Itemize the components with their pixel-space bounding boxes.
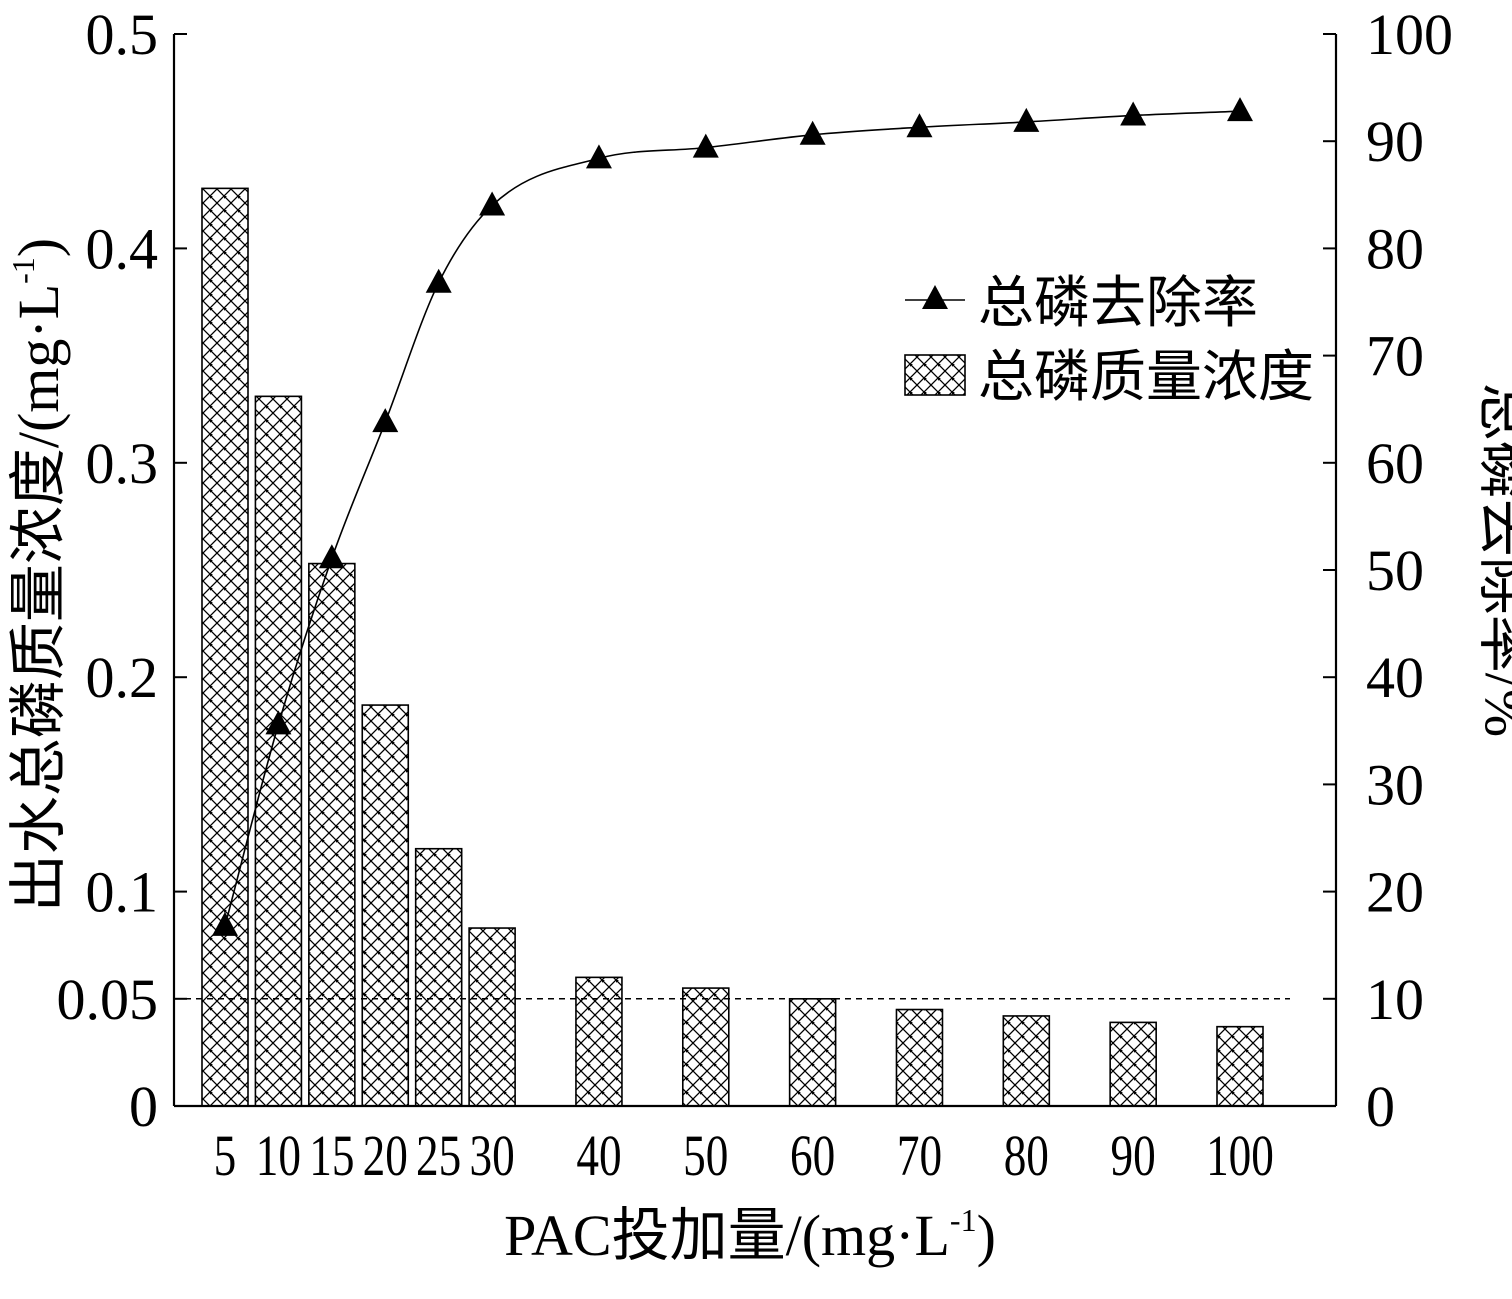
legend-label-line: 总磷去除率 xyxy=(978,273,1258,335)
point-30 xyxy=(479,191,506,216)
point-50 xyxy=(692,133,719,158)
bar-20 xyxy=(361,704,410,1107)
point-10 xyxy=(265,710,292,735)
left-axis-ticks: 0 0.05 0.1 0.2 0.3 0.4 0.5 xyxy=(57,2,187,1139)
x-tick-label: 15 xyxy=(309,1125,354,1189)
right-tick-label: 70 xyxy=(1366,324,1424,389)
x-tick-label: 40 xyxy=(576,1125,621,1189)
bar-70 xyxy=(895,1008,944,1107)
removal-rate-line xyxy=(224,110,1241,927)
bar-25 xyxy=(414,847,463,1107)
point-90 xyxy=(1120,101,1147,126)
right-tick-label: 50 xyxy=(1366,538,1424,603)
right-tick-label: 80 xyxy=(1366,216,1424,281)
left-tick-label: 0.5 xyxy=(86,2,159,67)
x-tick-label: 20 xyxy=(363,1125,408,1189)
right-tick-label: 60 xyxy=(1366,431,1424,496)
bar-40 xyxy=(575,976,623,1107)
x-tick-label: 90 xyxy=(1111,1125,1156,1189)
point-80 xyxy=(1013,107,1040,132)
x-tick-label: 50 xyxy=(683,1125,728,1189)
right-tick-label: 90 xyxy=(1366,109,1424,174)
right-tick-label: 10 xyxy=(1366,967,1424,1032)
legend-item-bar: 总磷质量浓度 xyxy=(904,347,1314,409)
line-series xyxy=(212,97,1253,936)
x-tick-label: 80 xyxy=(1004,1125,1049,1189)
point-5 xyxy=(212,911,238,936)
bar-5 xyxy=(201,187,249,1107)
left-tick-label: 0 xyxy=(129,1074,158,1139)
left-tick-label: 0.3 xyxy=(86,431,159,496)
bar-90 xyxy=(1109,1021,1157,1107)
point-100 xyxy=(1227,97,1253,122)
x-tick-label: 100 xyxy=(1206,1125,1274,1189)
x-tick-label: 5 xyxy=(214,1125,237,1189)
right-axis-ticks: 0 10 20 30 40 50 60 70 80 90 100 xyxy=(1323,2,1453,1139)
bar-15 xyxy=(308,562,356,1107)
point-15 xyxy=(318,544,345,569)
bar-50 xyxy=(681,987,730,1107)
left-tick-label: 0.4 xyxy=(86,216,159,281)
point-20 xyxy=(372,408,399,433)
bar-100 xyxy=(1216,1025,1264,1107)
right-tick-label: 20 xyxy=(1366,860,1424,925)
left-tick-label: 0.05 xyxy=(57,967,159,1032)
x-tick-label: 70 xyxy=(897,1125,942,1189)
left-axis-label: 出水总磷质量浓度/(mg·L-1) xyxy=(5,238,71,912)
left-tick-label: 0.1 xyxy=(86,860,159,925)
point-40 xyxy=(585,144,612,169)
point-70 xyxy=(906,113,933,138)
x-axis-ticks: 5 10 15 20 25 30 40 50 60 70 80 90 100 xyxy=(214,1125,1274,1189)
right-tick-label: 0 xyxy=(1366,1074,1395,1139)
point-60 xyxy=(799,120,826,145)
x-axis-label: PAC投加量/(mg·L-1) xyxy=(504,1202,996,1268)
bar-60 xyxy=(788,997,837,1107)
bar-30 xyxy=(468,927,516,1107)
right-tick-label: 30 xyxy=(1366,752,1424,817)
right-tick-label: 100 xyxy=(1366,2,1453,67)
bar-80 xyxy=(1002,1015,1051,1107)
point-25 xyxy=(425,268,452,293)
right-axis-label: 总磷去除率/% xyxy=(1473,383,1512,737)
x-tick-label: 10 xyxy=(256,1125,301,1189)
left-tick-label: 0.2 xyxy=(86,645,159,710)
x-tick-label: 30 xyxy=(469,1125,514,1189)
right-tick-label: 40 xyxy=(1366,645,1424,710)
legend-item-line: 总磷去除率 xyxy=(905,273,1258,335)
bar-10 xyxy=(254,395,303,1107)
legend-label-bar: 总磷质量浓度 xyxy=(978,347,1314,409)
x-tick-label: 60 xyxy=(790,1125,835,1189)
legend: 总磷去除率 总磷质量浓度 xyxy=(904,273,1314,409)
x-tick-label: 25 xyxy=(416,1125,461,1189)
